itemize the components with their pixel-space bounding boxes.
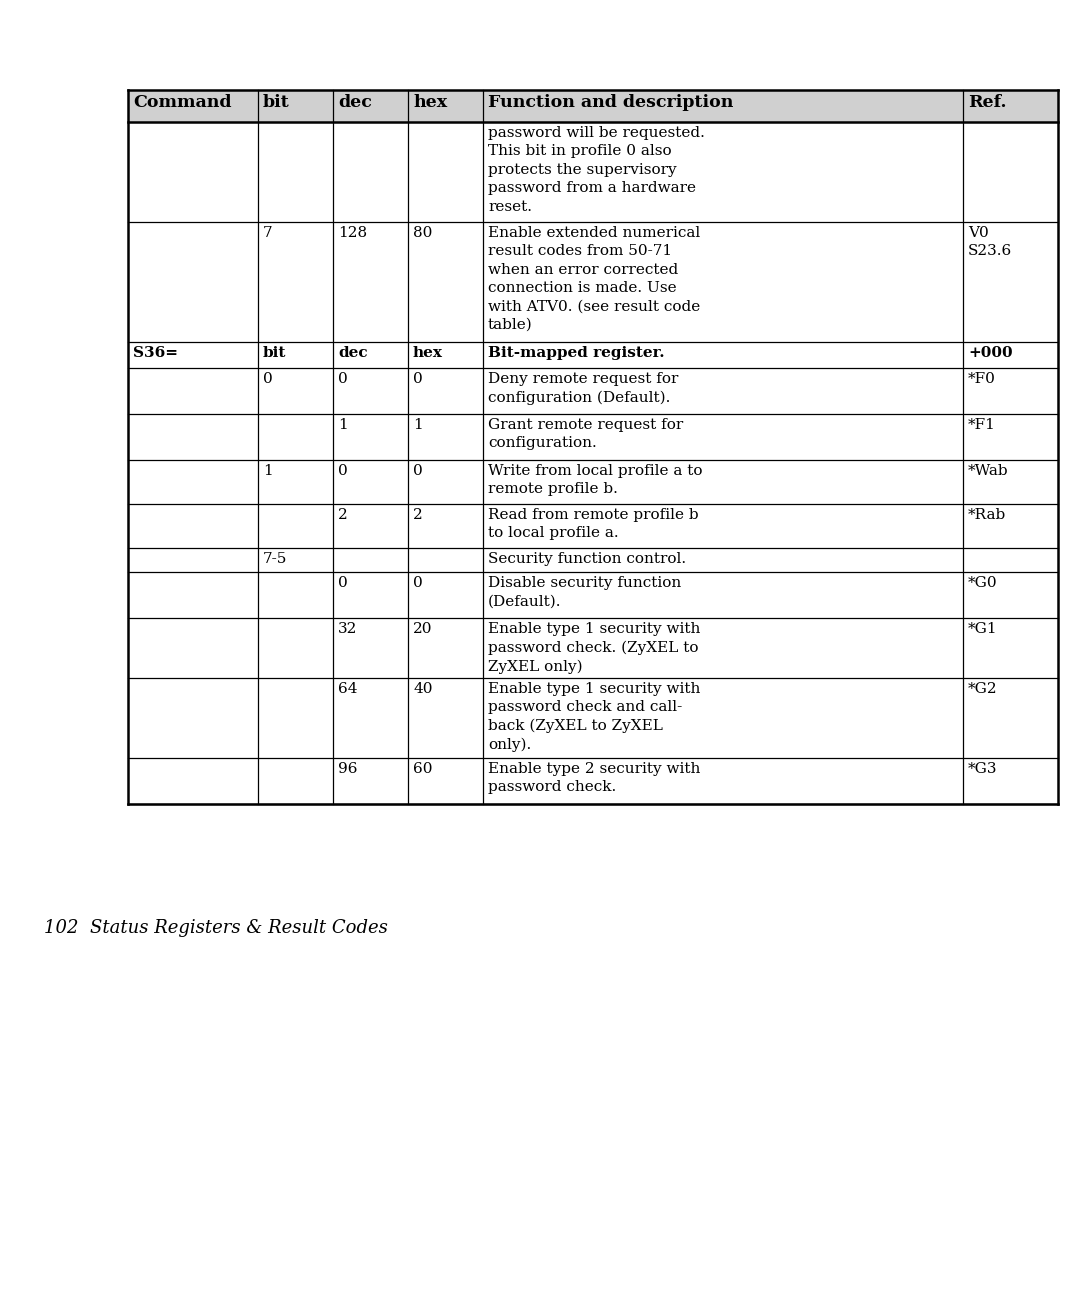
Text: Enable type 1 security with
password check. (ZyXEL to
ZyXEL only): Enable type 1 security with password che…: [488, 621, 700, 674]
Text: Enable type 2 security with
password check.: Enable type 2 security with password che…: [488, 762, 700, 794]
Text: 0: 0: [264, 372, 273, 385]
Text: 0: 0: [413, 464, 422, 479]
Text: hex: hex: [413, 94, 447, 111]
Text: 0: 0: [338, 464, 348, 479]
Text: S36=: S36=: [133, 346, 178, 361]
Text: 1: 1: [413, 418, 422, 433]
Text: 0: 0: [338, 576, 348, 590]
Text: *Wab: *Wab: [968, 464, 1009, 479]
Text: Function and description: Function and description: [488, 94, 733, 111]
Text: dec: dec: [338, 94, 372, 111]
Text: hex: hex: [413, 346, 443, 361]
Text: 80: 80: [413, 225, 432, 240]
Text: dec: dec: [338, 346, 367, 361]
Text: Read from remote profile b
to local profile a.: Read from remote profile b to local prof…: [488, 507, 699, 540]
Text: 0: 0: [413, 576, 422, 590]
Text: *F0: *F0: [968, 372, 996, 385]
Text: V0
S23.6: V0 S23.6: [968, 225, 1012, 258]
Text: +000: +000: [968, 346, 1013, 361]
Text: 2: 2: [413, 507, 422, 522]
Text: Disable security function
(Default).: Disable security function (Default).: [488, 576, 681, 608]
Text: 40: 40: [413, 682, 432, 696]
Text: 0: 0: [413, 372, 422, 385]
Text: 2: 2: [338, 507, 348, 522]
Text: 60: 60: [413, 762, 432, 776]
Text: Enable type 1 security with
password check and call-
back (ZyXEL to ZyXEL
only).: Enable type 1 security with password che…: [488, 682, 700, 753]
Text: 96: 96: [338, 762, 357, 776]
Text: 32: 32: [338, 621, 357, 636]
Text: bit: bit: [264, 346, 286, 361]
Text: 20: 20: [413, 621, 432, 636]
Text: bit: bit: [264, 94, 289, 111]
Text: *Rab: *Rab: [968, 507, 1007, 522]
Text: Enable extended numerical
result codes from 50-71
when an error corrected
connec: Enable extended numerical result codes f…: [488, 225, 700, 332]
Text: 64: 64: [338, 682, 357, 696]
Text: *G0: *G0: [968, 576, 998, 590]
Text: 7: 7: [264, 225, 272, 240]
Text: password will be requested.
This bit in profile 0 also
protects the supervisory
: password will be requested. This bit in …: [488, 126, 705, 214]
Text: 128: 128: [338, 225, 367, 240]
Text: 102  Status Registers & Result Codes: 102 Status Registers & Result Codes: [44, 919, 388, 937]
Text: *G3: *G3: [968, 762, 998, 776]
Text: *G1: *G1: [968, 621, 998, 636]
Bar: [129, 90, 1058, 122]
Text: Command: Command: [133, 94, 231, 111]
Text: *G2: *G2: [968, 682, 998, 696]
Text: Bit-mapped register.: Bit-mapped register.: [488, 346, 664, 361]
Text: 0: 0: [338, 372, 348, 385]
Text: 1: 1: [338, 418, 348, 433]
Text: 1: 1: [264, 464, 273, 479]
Text: Deny remote request for
configuration (Default).: Deny remote request for configuration (D…: [488, 372, 678, 405]
Text: Write from local profile a to
remote profile b.: Write from local profile a to remote pro…: [488, 464, 702, 497]
Text: *F1: *F1: [968, 418, 996, 433]
Text: Security function control.: Security function control.: [488, 552, 686, 566]
Text: Ref.: Ref.: [968, 94, 1007, 111]
Text: 7-5: 7-5: [264, 552, 287, 566]
Text: Grant remote request for
configuration.: Grant remote request for configuration.: [488, 418, 684, 451]
